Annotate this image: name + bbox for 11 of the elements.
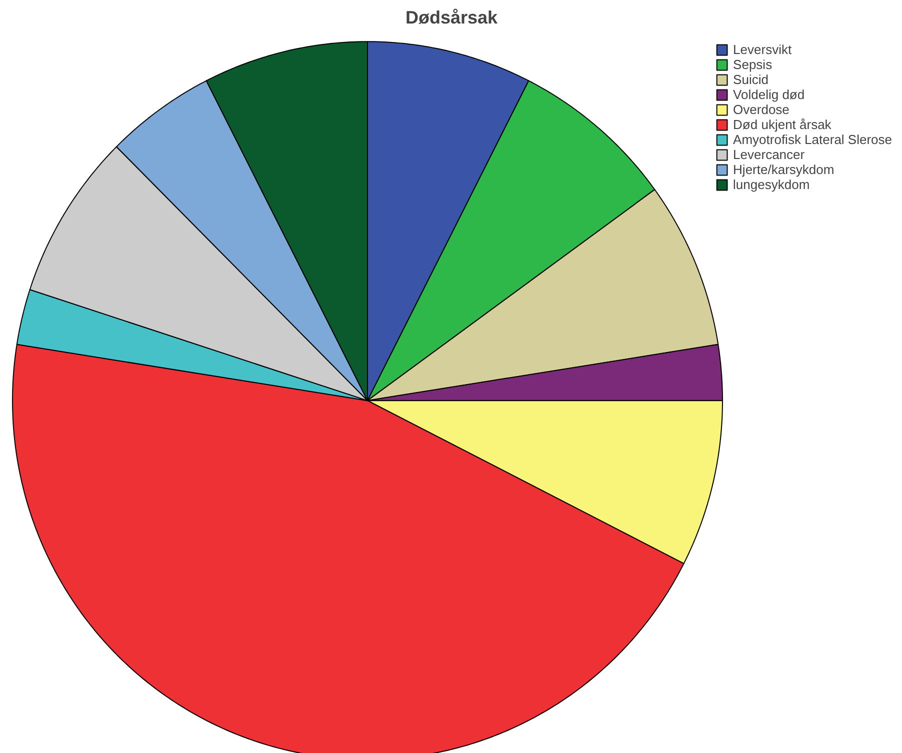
legend-label: Amyotrofisk Lateral Slerose	[733, 132, 892, 147]
chart-title: Dødsårsak	[405, 8, 499, 28]
legend-label: Voldelig død	[733, 87, 805, 102]
legend-label: Levercancer	[733, 147, 805, 162]
legend-label: Sepsis	[733, 57, 772, 72]
legend-label: Død ukjent årsak	[733, 117, 832, 132]
legend-label: Overdose	[733, 102, 790, 117]
legend-label: Hjerte/karsykdom	[733, 162, 834, 177]
legend-label: Leversvikt	[733, 42, 792, 57]
legend-label: Suicid	[733, 72, 768, 87]
legend-label: lungesykdom	[733, 177, 810, 192]
